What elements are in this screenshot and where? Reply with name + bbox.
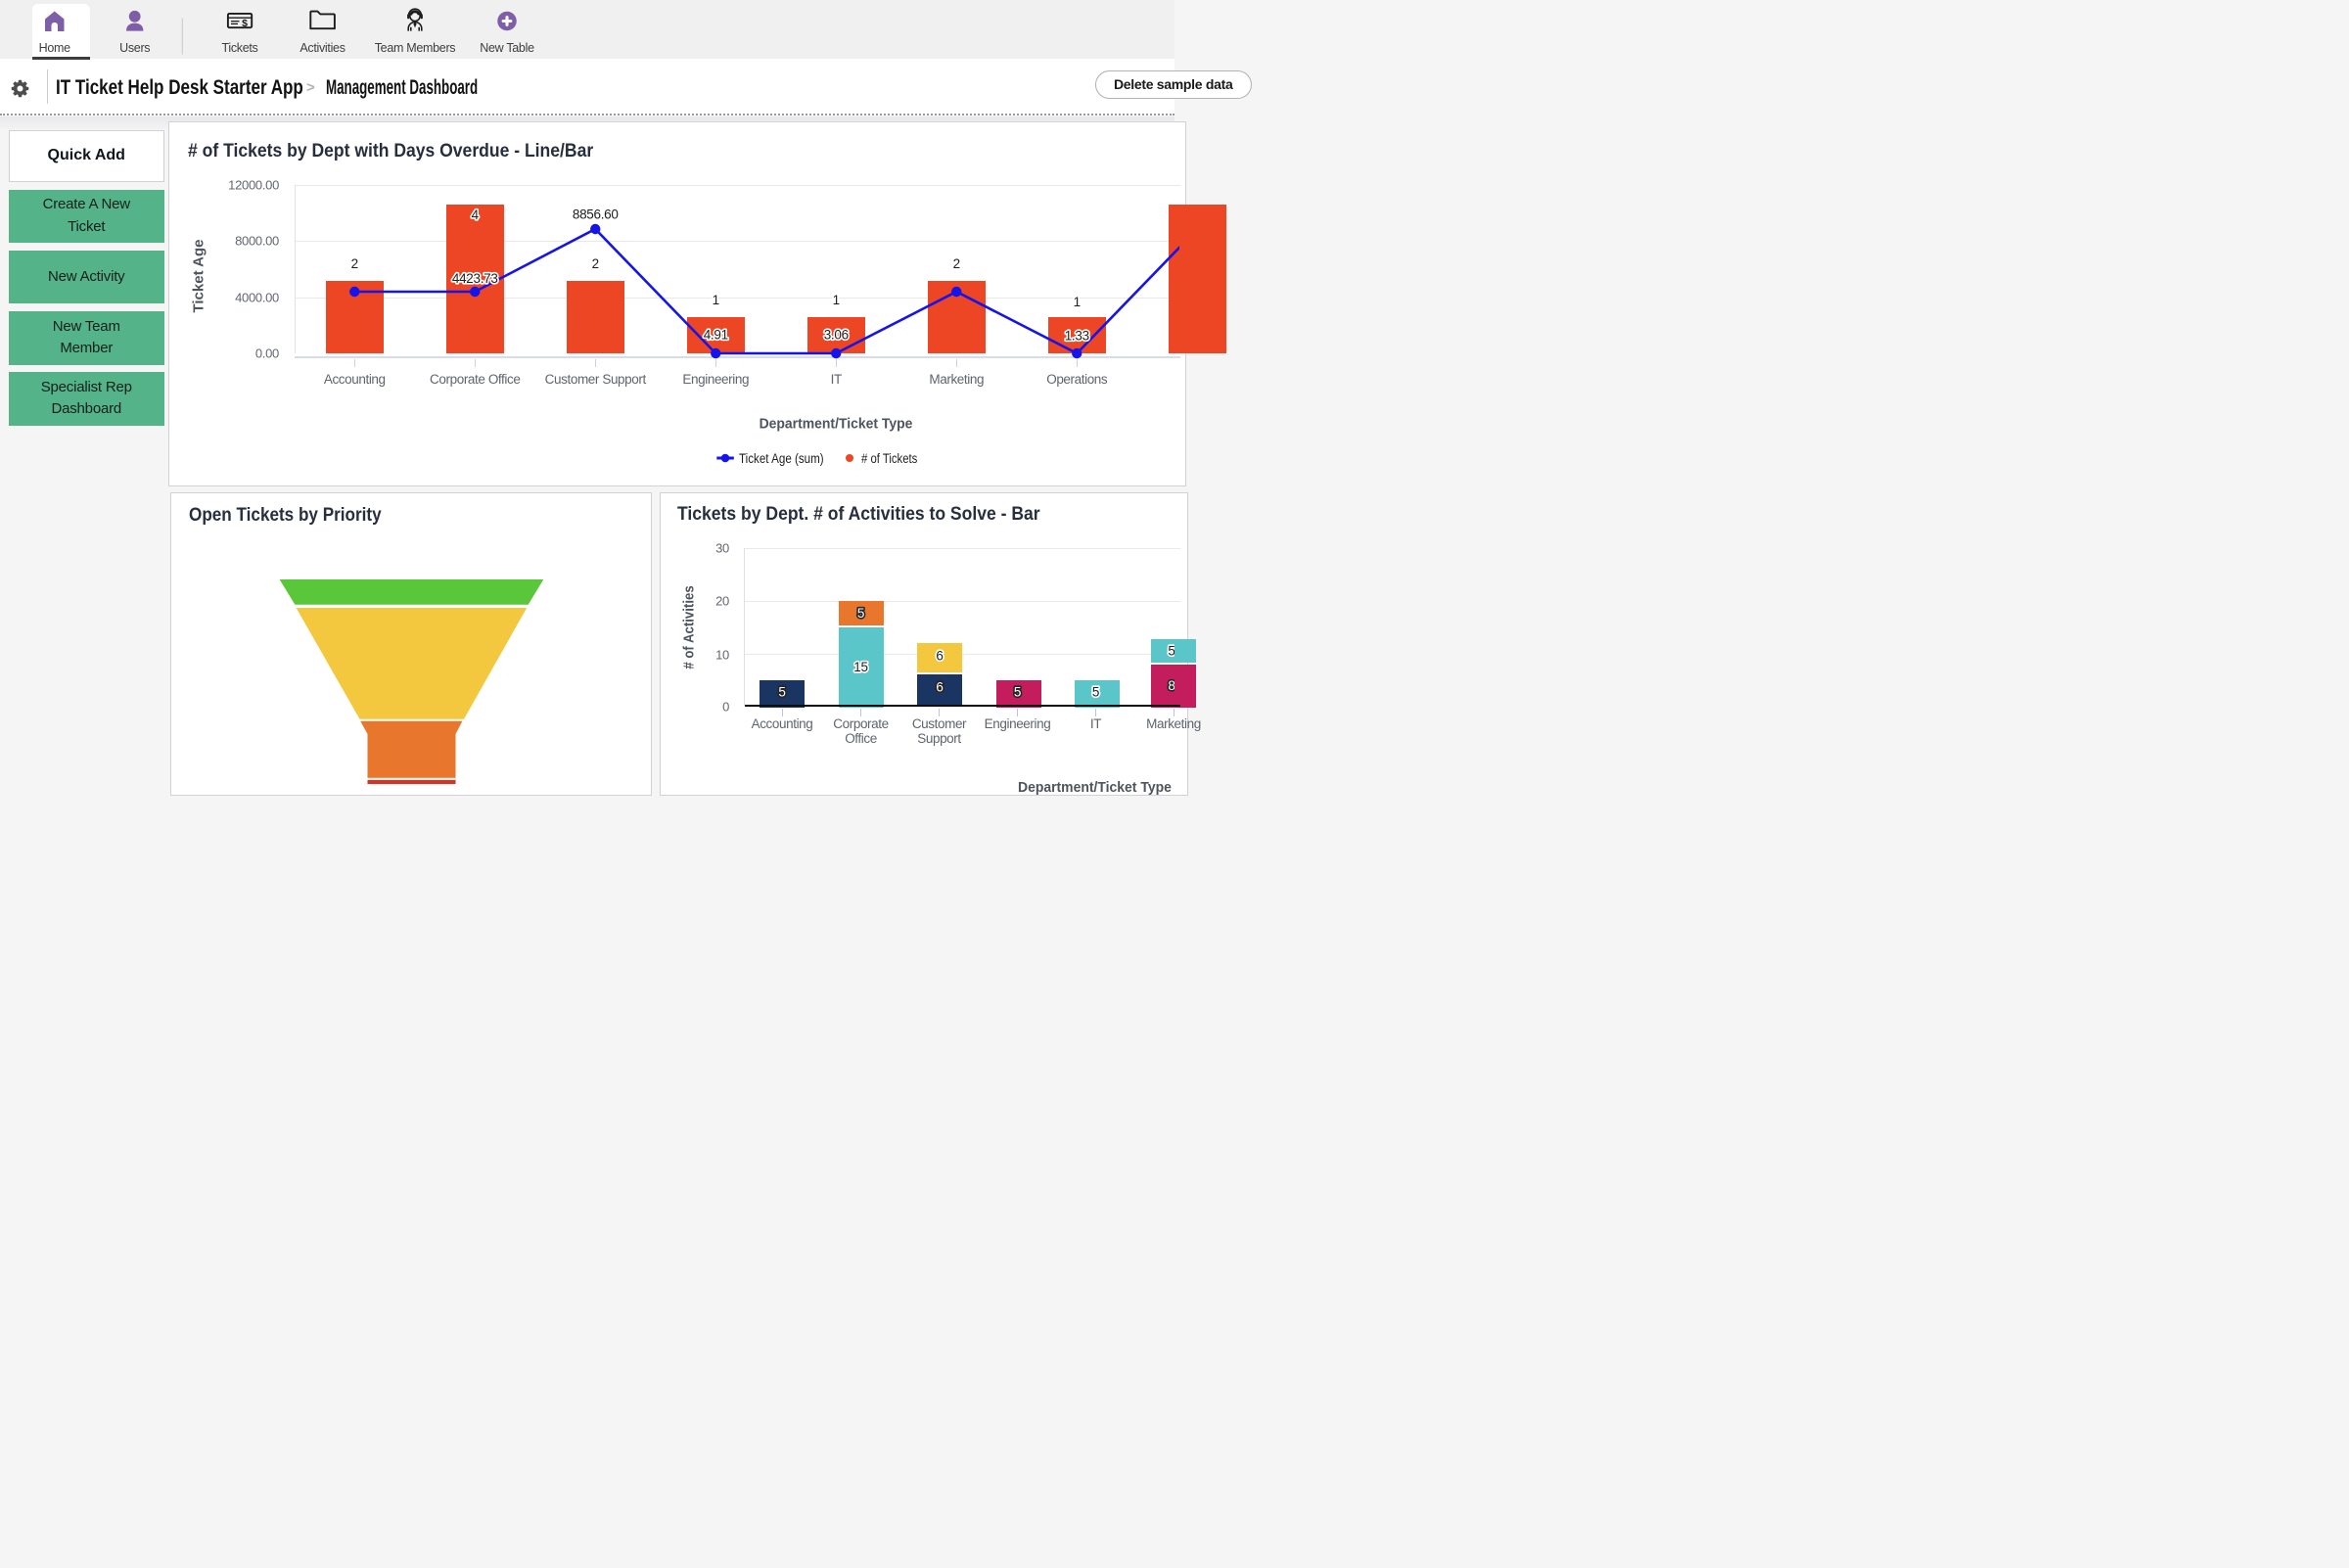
svg-text:4.91: 4.91 [704,328,728,343]
svg-text:6: 6 [936,649,943,664]
svg-text:1: 1 [1074,295,1081,309]
svg-text:1: 1 [833,293,840,307]
svg-text:4423.73: 4423.73 [452,271,498,286]
svg-text:8: 8 [1168,678,1174,693]
svg-text:1.33: 1.33 [1065,329,1089,344]
svg-text:15: 15 [853,660,867,674]
svg-text:2: 2 [351,256,358,271]
svg-text:6: 6 [936,680,943,695]
svg-text:5: 5 [857,606,864,621]
svg-text:$: $ [242,18,248,29]
svg-text:5: 5 [1092,685,1099,700]
svg-text:5: 5 [778,685,785,700]
svg-text:4: 4 [472,208,480,222]
svg-text:8856.60: 8856.60 [573,208,619,222]
svg-text:3.06: 3.06 [824,328,849,343]
svg-text:2: 2 [953,256,960,271]
svg-text:5: 5 [1014,685,1021,700]
svg-text:2: 2 [592,256,599,271]
svg-text:1: 1 [713,293,719,307]
svg-text:5: 5 [1168,644,1174,659]
